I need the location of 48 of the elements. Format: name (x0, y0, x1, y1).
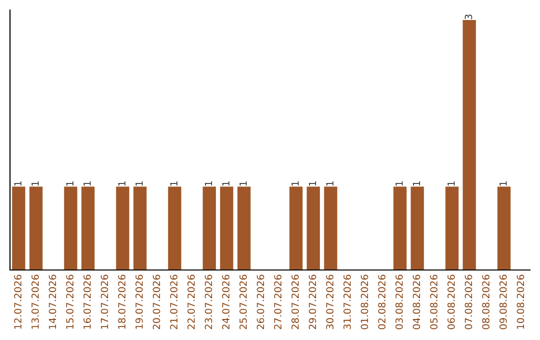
data-label: 1 (326, 181, 334, 186)
x-tick-label: 21.07.2026 (170, 274, 178, 330)
data-label: 1 (500, 181, 507, 186)
x-tick-label: 07.08.2026 (464, 274, 472, 330)
x-tick-label: 06.08.2026 (447, 274, 455, 330)
x-tick-label: 29.07.2026 (308, 274, 316, 330)
x-tick-label: 20.07.2026 (152, 274, 160, 330)
x-tick-label: 03.08.2026 (395, 274, 403, 330)
x-tick-label: 24.07.2026 (222, 274, 230, 330)
x-tick-label: 04.08.2026 (412, 274, 420, 330)
x-tick-label: 15.07.2026 (66, 274, 74, 329)
x-tick-label: 26.07.2026 (256, 274, 264, 330)
x-tick-label: 19.07.2026 (135, 274, 143, 329)
data-label: 1 (396, 181, 403, 186)
x-tick-label: 02.08.2026 (378, 274, 386, 330)
data-label: 1 (84, 181, 91, 186)
x-tick-label: 28.07.2026 (291, 274, 299, 330)
data-label: 1 (412, 181, 420, 186)
x-tick-label: 17.07.2026 (100, 274, 108, 329)
x-tick-label: 23.07.2026 (204, 274, 212, 330)
x-tick-label: 08.08.2026 (482, 274, 490, 330)
data-label: 1 (14, 181, 22, 186)
data-label: 1 (136, 181, 143, 186)
x-tick-label: 30.07.2026 (326, 274, 334, 330)
data-label: 1 (170, 181, 178, 186)
data-label: 1 (32, 181, 39, 186)
data-label: 1 (204, 181, 212, 186)
x-tick-label: 25.07.2026 (239, 274, 247, 330)
x-tick-label: 12.07.2026 (14, 274, 22, 329)
x-tick-label: 13.07.2026 (31, 274, 39, 329)
data-label: 1 (240, 181, 247, 186)
x-tick-label: 14.07.2026 (48, 274, 56, 329)
data-label: 1 (222, 181, 230, 186)
data-label: 1 (308, 181, 316, 186)
x-tick-label: 09.08.2026 (499, 274, 507, 330)
data-label: 1 (448, 181, 455, 186)
x-tick-label: 10.08.2026 (516, 274, 524, 329)
x-tick-label: 31.07.2026 (343, 274, 351, 330)
data-label: 1 (118, 181, 126, 186)
x-tick-label: 18.07.2026 (118, 274, 126, 329)
x-tick-label: 22.07.2026 (187, 274, 195, 330)
data-label: 1 (292, 181, 299, 186)
data-label: 3 (464, 14, 472, 20)
x-tick-label: 16.07.2026 (83, 274, 91, 329)
x-tick-label: 05.08.2026 (430, 274, 438, 330)
data-label: 1 (66, 181, 74, 186)
x-tick-label: 01.08.2026 (360, 274, 368, 330)
x-tick-label: 27.07.2026 (274, 274, 282, 330)
